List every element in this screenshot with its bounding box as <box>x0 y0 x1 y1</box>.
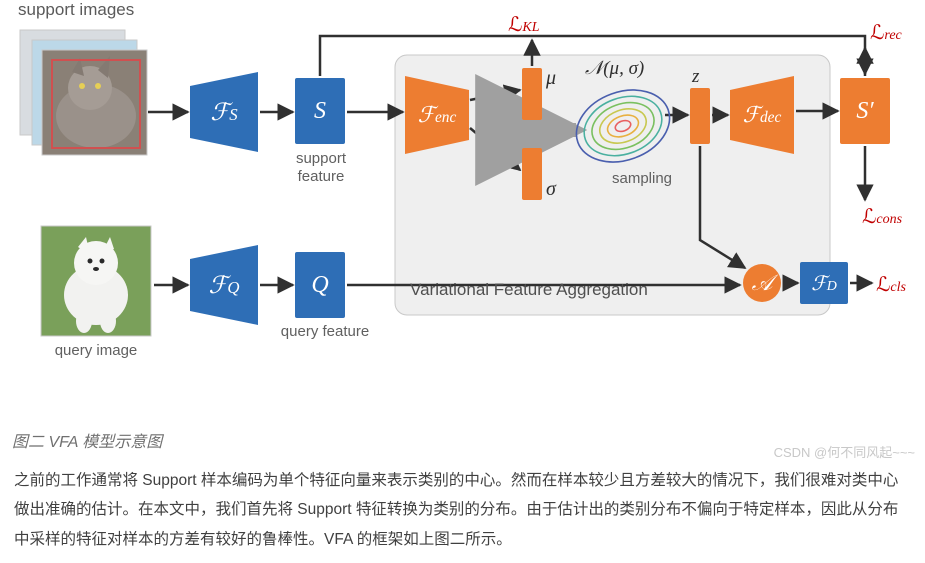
loss-cls-sym: ℒ <box>876 274 890 296</box>
node-mu <box>522 68 542 120</box>
node-fenc: ℱenc <box>405 76 469 154</box>
fd-sub: D <box>827 279 837 294</box>
fq-sym: ℱ <box>209 273 228 299</box>
fdec-sub: dec <box>760 109 781 126</box>
body-paragraph: 之前的工作通常将 Support 样本编码为单个特征向量来表示类别的中心。然而在… <box>14 466 911 554</box>
s-sym: S <box>314 98 326 125</box>
label-dist: 𝒩(μ, σ) <box>585 58 644 80</box>
query-image <box>40 225 152 337</box>
loss-kl: ℒKL <box>508 12 540 37</box>
fenc-sub: enc <box>435 109 456 126</box>
node-a: 𝒜 <box>743 264 781 302</box>
sprime-sym: S′ <box>856 98 873 125</box>
label-vfa-panel: Variational Feature Aggregation <box>410 280 648 300</box>
fs-sub: S <box>229 105 237 124</box>
node-fdec: ℱdec <box>730 76 794 154</box>
loss-cls: ℒcls <box>876 272 906 297</box>
node-s: S <box>295 78 345 144</box>
node-q: Q <box>295 252 345 318</box>
vfa-diagram: support images <box>10 0 915 410</box>
label-sampling: sampling <box>612 170 672 187</box>
fenc-sym: ℱ <box>418 102 435 127</box>
loss-rec: ℒrec <box>870 20 902 45</box>
loss-kl-sym: ℒ <box>508 14 522 36</box>
node-fd: ℱD <box>800 262 848 304</box>
fd-sym: ℱ <box>811 273 827 295</box>
loss-kl-sub: KL <box>522 20 539 35</box>
support-image-stack <box>18 28 148 158</box>
node-fs: ℱS <box>190 72 258 152</box>
loss-cons: ℒcons <box>862 204 902 229</box>
label-query-feature: query feature <box>270 323 380 340</box>
node-fq: ℱQ <box>190 245 258 325</box>
q-sym: Q <box>311 272 328 299</box>
node-sprime: S′ <box>840 78 890 144</box>
loss-rec-sub: rec <box>884 28 901 43</box>
label-support-images: support images <box>18 0 134 20</box>
fdec-sym: ℱ <box>743 102 760 127</box>
loss-cons-sub: cons <box>876 212 902 227</box>
loss-cons-sym: ℒ <box>862 206 876 228</box>
node-sigma <box>522 148 542 200</box>
node-z <box>690 88 710 144</box>
fs-sym: ℱ <box>210 100 229 126</box>
label-z: z <box>692 66 699 88</box>
loss-rec-sym: ℒ <box>870 22 884 44</box>
loss-cls-sub: cls <box>890 280 906 295</box>
label-sigma: σ <box>546 178 556 201</box>
label-support-feature: support feature <box>285 150 357 186</box>
node-dist <box>568 80 678 172</box>
fq-sub: Q <box>227 278 239 297</box>
watermark: CSDN @何不同风起~~~ <box>774 442 915 461</box>
label-query-image: query image <box>40 342 152 359</box>
label-mu: μ <box>546 67 556 90</box>
a-sym: 𝒜 <box>752 270 773 296</box>
